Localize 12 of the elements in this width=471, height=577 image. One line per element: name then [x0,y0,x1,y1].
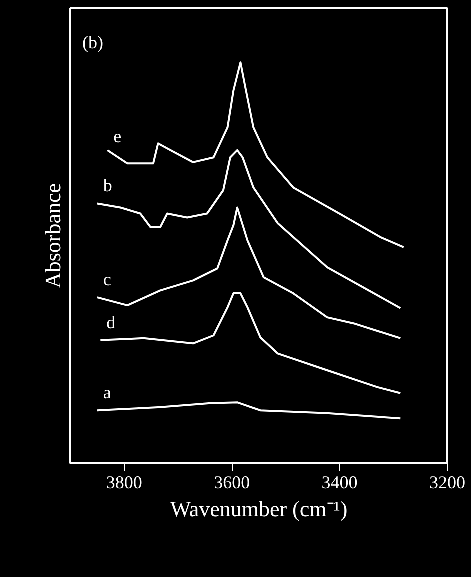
x-tick-label: 3400 [322,472,358,492]
text: (b) [82,32,104,52]
x-tick-label: 3800 [106,472,142,492]
series-label: b [103,176,112,196]
series-label: d [106,312,116,332]
x-tick-label: 3600 [214,472,250,492]
series-label: a [103,382,112,403]
series-label: c [103,270,112,290]
x-axis-title: Wavenumber (cm⁻¹) [170,496,348,522]
series-label: e [114,126,122,146]
x-tick-label: 3200 [430,472,466,492]
y-axis-title: Absorbance [40,183,66,289]
